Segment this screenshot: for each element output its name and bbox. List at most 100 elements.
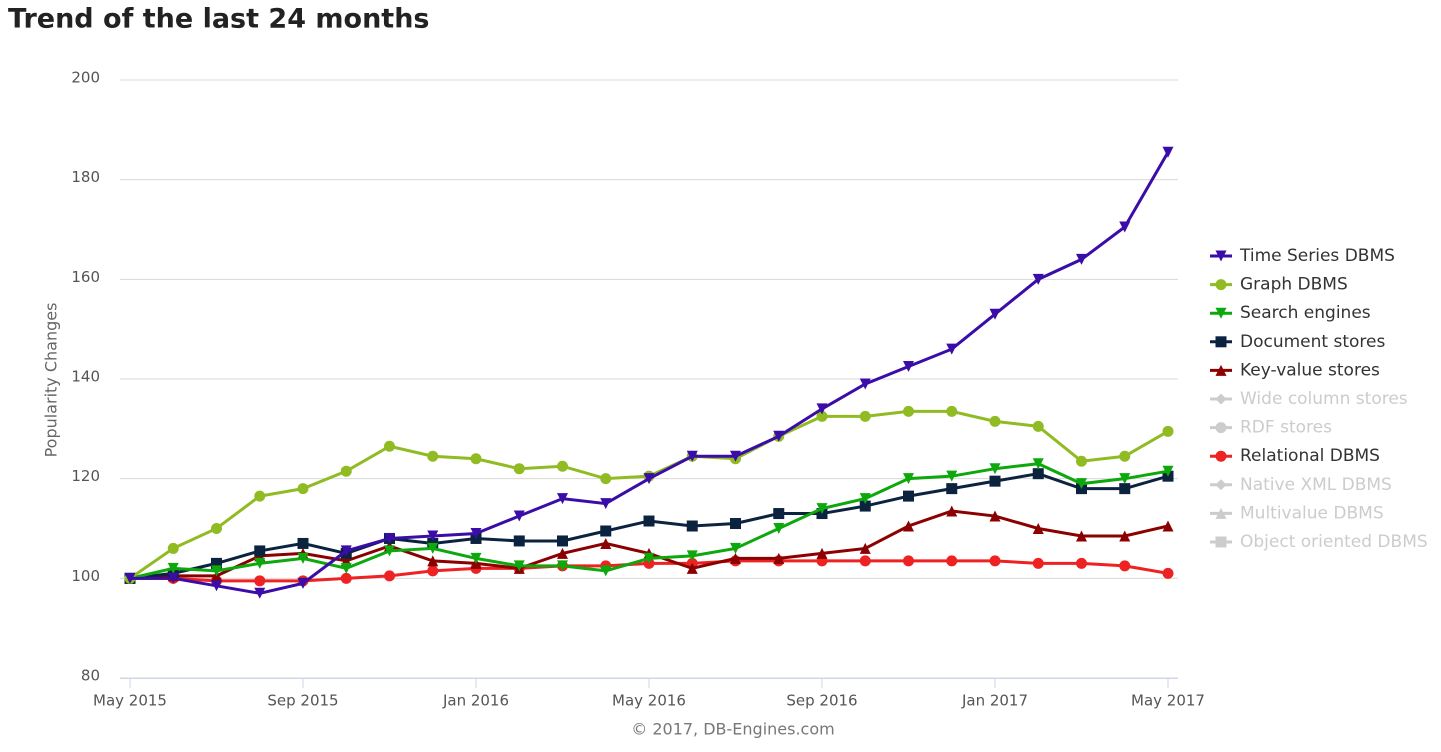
data-point [297,483,309,495]
data-point [859,493,871,505]
data-point [557,460,568,472]
data-point [297,577,309,589]
data-point [903,520,914,532]
data-point [730,552,741,564]
data-point [643,552,655,564]
legend-item[interactable]: Key-value stores [1240,360,1380,380]
legend-item[interactable]: RDF stores [1240,418,1332,438]
data-point [427,450,439,462]
legend-item[interactable]: Relational DBMS [1240,446,1380,466]
data-point [1162,465,1174,477]
legend-item[interactable]: Object oriented DBMS [1240,532,1428,552]
data-point [773,523,785,534]
data-point [1032,273,1044,285]
data-point [730,542,741,554]
data-point [1162,567,1174,579]
data-point [254,587,266,599]
legend-item[interactable]: Native XML DBMS [1240,475,1392,495]
data-point [989,415,1001,427]
legend-item[interactable]: Multivalue DBMS [1240,503,1384,523]
legend-symbol [1215,393,1227,405]
data-point [903,555,914,567]
data-point [340,562,352,574]
data-point [1032,420,1044,432]
data-point [254,490,266,502]
data-point [470,527,482,539]
data-point [513,535,525,547]
data-point [427,555,439,567]
data-point [686,562,698,574]
data-point [773,508,785,520]
data-point [513,560,525,572]
data-point [816,547,828,559]
data-point [1119,560,1131,572]
legend-item[interactable]: Graph DBMS [1240,275,1348,295]
data-point [557,493,568,505]
data-point [600,537,612,549]
legend-symbol [1215,507,1227,519]
x-tick-label: Jan 2016 [442,692,509,710]
data-point [254,557,266,569]
data-point [816,403,828,415]
data-point [730,518,741,530]
data-point [946,343,958,355]
data-point [211,557,222,569]
legend-symbol [1215,336,1227,348]
x-tick-label: May 2016 [612,692,686,710]
data-point [859,378,871,390]
data-point [1032,458,1044,470]
data-point [557,547,568,559]
y-tick-label: 140 [71,368,100,386]
data-point [1119,221,1131,233]
data-point [470,453,482,465]
data-point [989,463,1001,475]
data-point [1076,253,1087,265]
data-point [1119,473,1131,485]
legend-symbol [1215,250,1227,262]
data-point [1032,557,1044,569]
data-point [211,565,222,577]
data-point [859,500,871,512]
data-point [254,575,266,587]
data-point [946,483,958,495]
legend-item[interactable]: Wide column stores [1240,389,1408,409]
x-tick-label: Sep 2015 [267,692,338,710]
data-point [773,430,785,442]
data-point [297,537,309,549]
legend-item[interactable]: Time Series DBMS [1239,246,1395,266]
data-point [340,545,352,557]
data-point [513,510,525,522]
data-point [427,530,439,542]
series-line [130,151,1170,595]
y-tick-label: 80 [81,667,100,685]
data-point [211,523,222,534]
data-point [384,570,395,582]
data-point [1032,523,1044,534]
data-point [1032,468,1044,480]
data-point [254,545,266,557]
legend-item[interactable]: Search engines [1240,303,1371,323]
legend-item[interactable]: Document stores [1240,332,1385,352]
data-point [600,473,612,485]
data-point [816,410,828,422]
data-point [859,542,871,554]
data-point [903,361,914,373]
data-point [859,555,871,567]
data-point [946,405,958,417]
data-point [340,465,352,477]
data-point [903,473,914,485]
legend-symbol [1215,450,1227,462]
data-point [1076,455,1087,467]
data-point [557,560,568,572]
data-point [167,542,179,554]
data-point [686,550,698,562]
data-point [1076,557,1087,569]
legend-symbol [1215,307,1227,319]
y-tick-label: 160 [71,268,100,286]
data-point [686,520,698,532]
data-point [946,470,958,482]
data-point [600,565,612,577]
data-point [686,450,698,462]
data-point [989,308,1001,320]
